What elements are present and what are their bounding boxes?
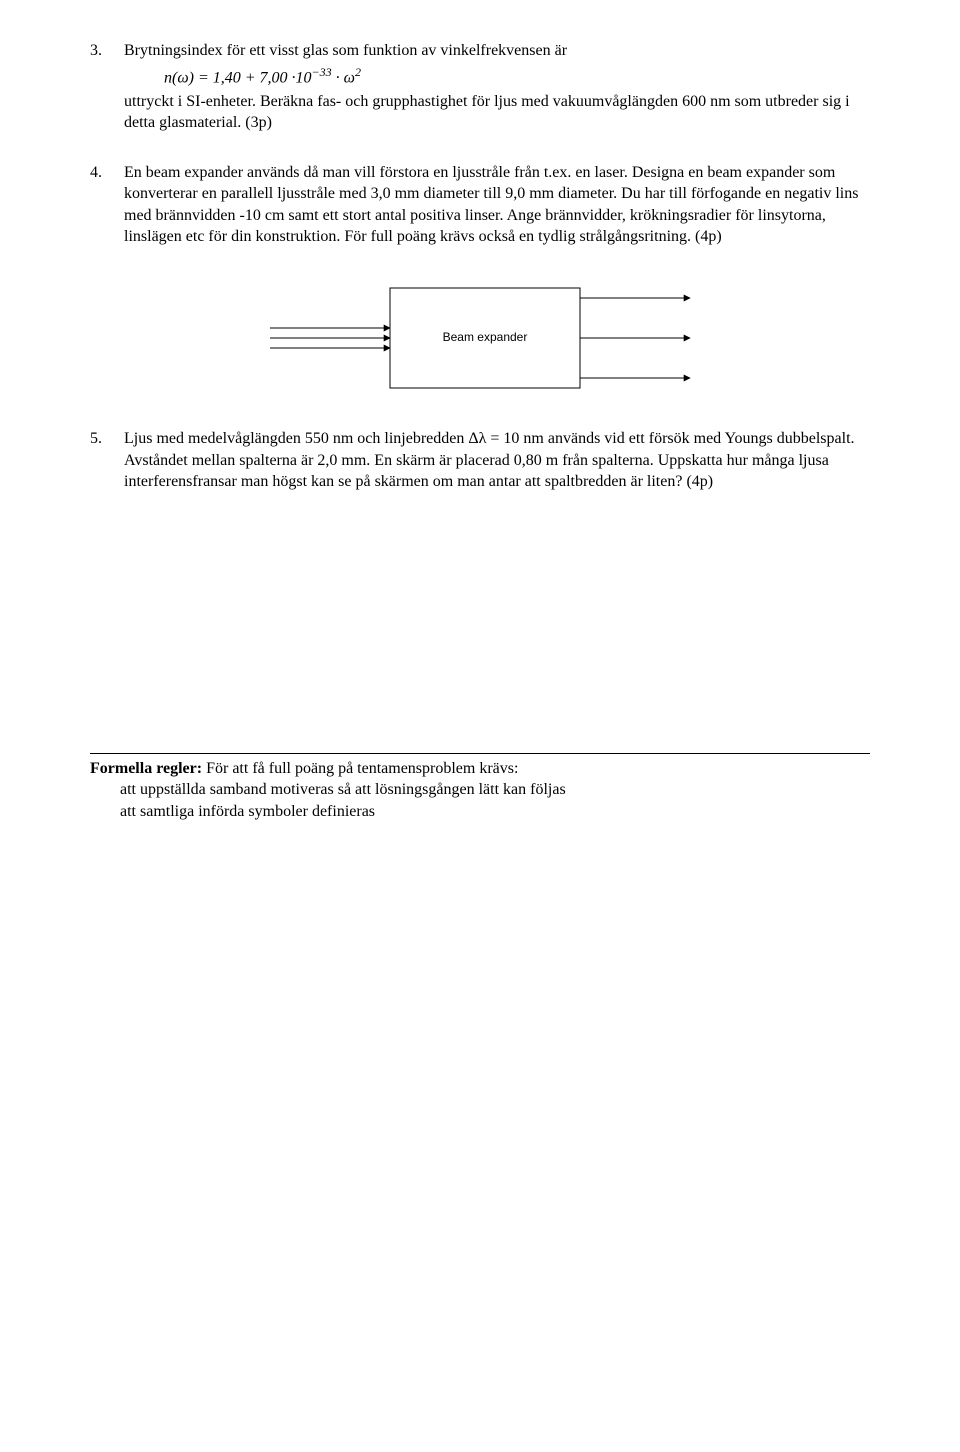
- formal-rules: Formella regler: För att få full poäng p…: [90, 753, 870, 823]
- problem-text-before: Brytningsindex för ett visst glas som fu…: [124, 42, 567, 59]
- problem-4: 4. En beam expander används då man vill …: [90, 162, 870, 248]
- problem-text: Ljus med medelvåglängden 550 nm och linj…: [124, 430, 855, 490]
- problem-number: 4.: [90, 162, 124, 248]
- rule-item: att uppställda samband motiveras så att …: [120, 779, 870, 801]
- problem-number: 5.: [90, 428, 124, 493]
- problem-number: 3.: [90, 40, 124, 134]
- formula: n(ω) = 1,40 + 7,00 ·10−33 · ω2: [164, 64, 870, 89]
- problem-text: En beam expander används då man vill för…: [124, 164, 858, 246]
- rules-lead: För att få full poäng på tentamensproble…: [206, 760, 518, 777]
- rules-title: Formella regler:: [90, 760, 202, 777]
- problem-body: Ljus med medelvåglängden 550 nm och linj…: [124, 428, 870, 493]
- problem-3: 3. Brytningsindex för ett visst glas som…: [90, 40, 870, 134]
- problem-5: 5. Ljus med medelvåglängden 550 nm och l…: [90, 428, 870, 493]
- diagram-svg: Beam expander: [260, 278, 700, 398]
- svg-text:Beam expander: Beam expander: [443, 330, 528, 344]
- beam-expander-diagram: Beam expander: [90, 278, 870, 398]
- problem-text-after: uttryckt i SI-enheter. Beräkna fas- och …: [124, 93, 850, 132]
- rule-item: att samtliga införda symboler definieras: [120, 801, 870, 823]
- problem-body: En beam expander används då man vill för…: [124, 162, 870, 248]
- problem-body: Brytningsindex för ett visst glas som fu…: [124, 40, 870, 134]
